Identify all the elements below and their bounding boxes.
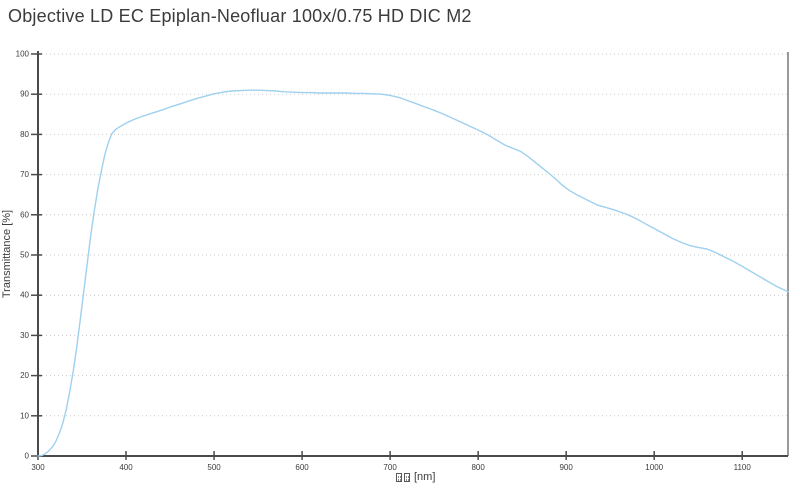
y-tick-label: 60 [20,210,29,219]
x-tick-label: 500 [207,463,221,472]
x-tick-label: 600 [295,463,309,472]
y-ticks: 0 10 20 30 40 50 60 70 80 90 100 [16,50,42,461]
y-tick-label: 30 [20,331,29,340]
missing-glyph-icon [404,472,410,482]
y-tick-label: 10 [20,411,29,420]
y-tick-label: 70 [20,170,29,179]
chart-title: Objective LD EC Epiplan-Neofluar 100x/0.… [8,6,472,26]
transmittance-curve [37,89,789,457]
x-tick-label: 700 [383,463,397,472]
x-tick-label: 400 [119,463,133,472]
axes [37,51,788,457]
y-tick-label: 80 [20,130,29,139]
x-tick-label: 1100 [734,463,752,472]
y-tick-label: 20 [20,371,29,380]
y-axis-title: Transmittance [%] [1,209,13,299]
y-tick-label: 40 [20,291,29,300]
x-tick-label: 300 [31,463,45,472]
x-tick-label: 800 [471,463,485,472]
x-tick-label: 900 [559,463,573,472]
x-axis-title: [nm] [396,471,435,483]
y-tick-label: 100 [16,50,30,59]
y-tick-label: 0 [25,452,30,461]
gridlines [38,53,788,417]
missing-glyph-icon [396,472,402,482]
y-tick-label: 50 [20,251,29,260]
y-tick-label: 90 [20,90,29,99]
x-ticks: 300 400 500 600 700 800 900 1000 1100 [31,451,751,472]
x-axis-unit: [nm] [414,471,436,483]
x-tick-label: 1000 [645,463,663,472]
